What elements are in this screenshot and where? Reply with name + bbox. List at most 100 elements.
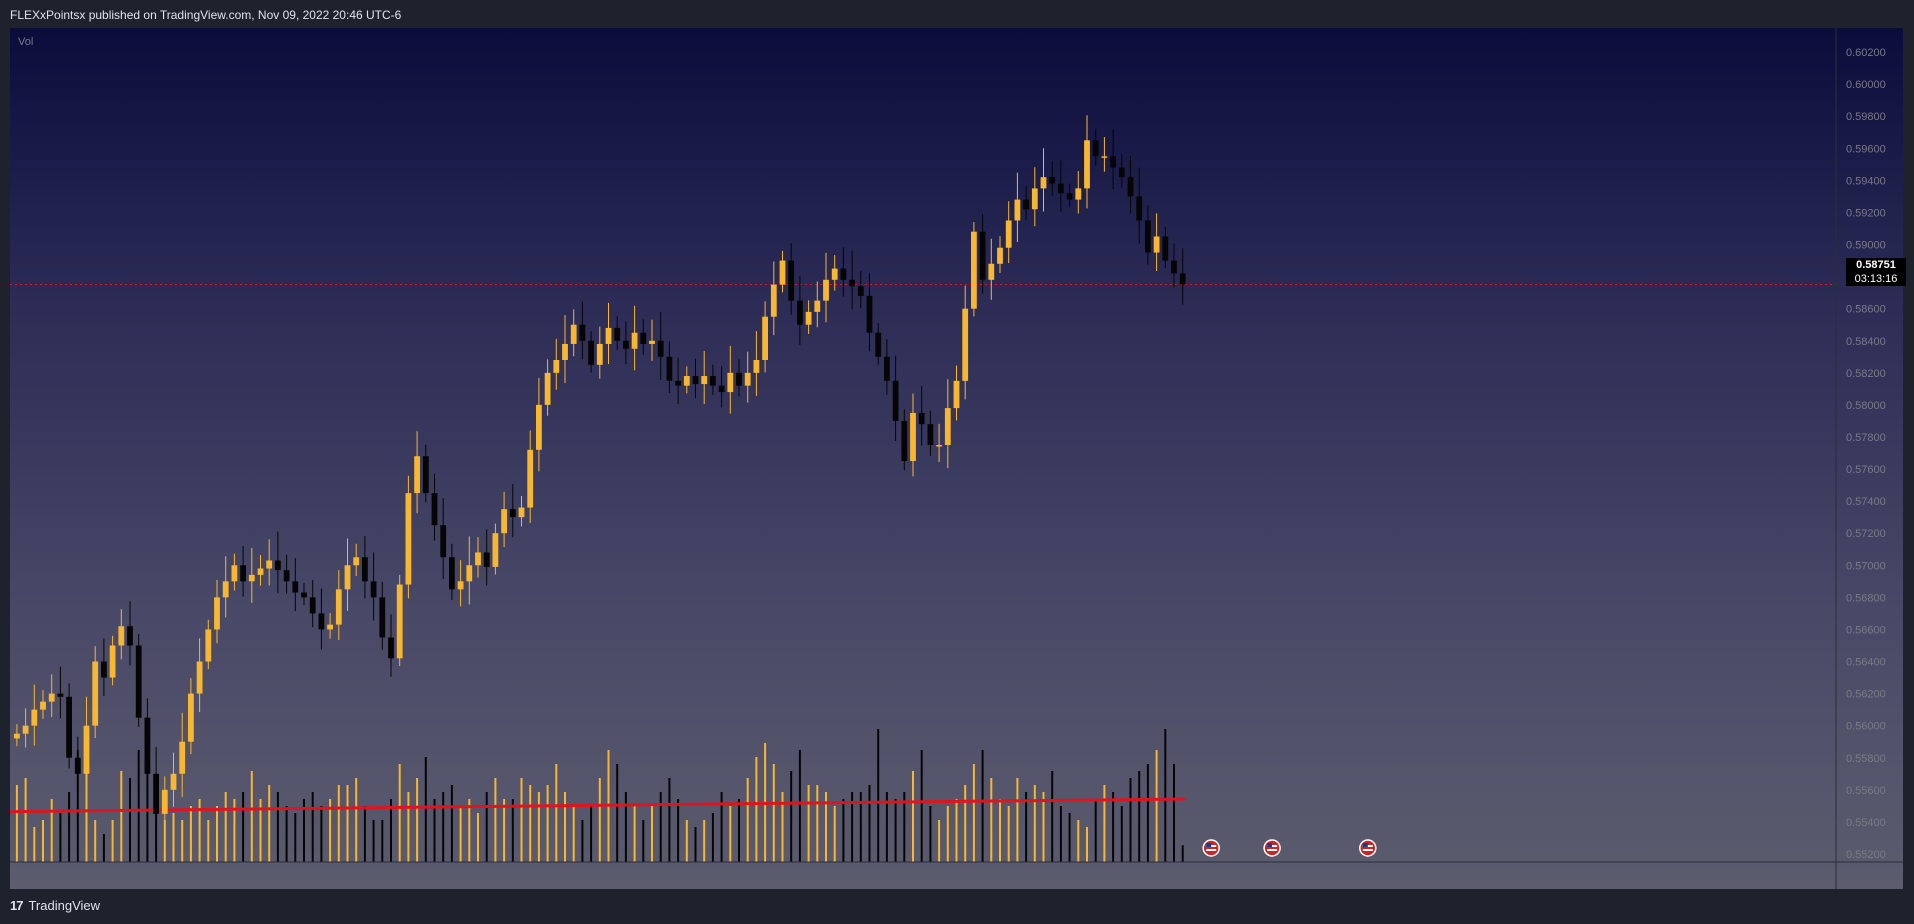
candle xyxy=(161,776,168,825)
volume-bar xyxy=(720,792,723,862)
candle-body xyxy=(475,552,481,566)
candle xyxy=(823,252,829,323)
volume-bar xyxy=(1068,813,1071,862)
candle xyxy=(1075,171,1082,214)
candle xyxy=(66,683,72,769)
candle-body xyxy=(596,343,603,365)
candle xyxy=(1136,167,1143,244)
candle-body xyxy=(275,560,281,571)
volume-bar xyxy=(624,792,627,862)
candle-body xyxy=(92,661,99,726)
candle xyxy=(1049,161,1056,196)
us-flag-icon[interactable] xyxy=(1263,839,1281,857)
volume-bar xyxy=(294,813,297,862)
candle-body xyxy=(83,725,90,774)
candle-body xyxy=(40,701,46,710)
candle xyxy=(1058,160,1064,212)
candle xyxy=(884,339,890,395)
candle-body xyxy=(736,372,742,386)
candle xyxy=(640,319,647,355)
volume-bar xyxy=(381,820,384,862)
volume-bar xyxy=(250,771,253,862)
candle-body xyxy=(422,456,429,494)
candle-body xyxy=(431,493,438,526)
candle xyxy=(849,250,855,310)
candle xyxy=(918,385,925,446)
volume-bar xyxy=(15,785,18,862)
candle-body xyxy=(231,565,238,582)
candle xyxy=(805,300,812,334)
candle-body xyxy=(892,380,899,421)
candle-body xyxy=(344,565,351,590)
flag-stripe xyxy=(1267,849,1278,851)
candle-body xyxy=(179,741,186,774)
chart-svg[interactable]: 0.60200 0.60000 0.59800 0.59600 0.59400 0.592… xyxy=(10,28,1903,889)
volume-bar xyxy=(102,834,105,862)
y-tick-label: 0.60200 xyxy=(1846,47,1886,59)
candle xyxy=(562,315,568,384)
y-tick-label: 0.56600 xyxy=(1846,624,1886,636)
flag-canton xyxy=(1206,843,1212,847)
candle xyxy=(701,351,708,405)
candle xyxy=(1014,172,1021,243)
volume-bar xyxy=(1051,771,1054,862)
volume-bar xyxy=(642,820,645,862)
volume-bar xyxy=(668,778,671,862)
candle-body xyxy=(449,557,455,590)
candle xyxy=(544,359,551,416)
chart-area[interactable]: 0.60200 0.60000 0.59800 0.59600 0.59400 0.592… xyxy=(10,28,1906,889)
candle xyxy=(553,338,560,390)
candle-body xyxy=(1136,196,1143,221)
candle xyxy=(1145,205,1151,265)
volume-bar xyxy=(224,792,227,862)
volume-bar xyxy=(1094,799,1097,862)
volume-bar xyxy=(1146,764,1149,862)
volume-bar xyxy=(1042,792,1045,862)
candle xyxy=(205,619,212,670)
candle-body xyxy=(857,286,864,296)
candle-body xyxy=(492,533,499,567)
candle xyxy=(466,536,473,605)
candle xyxy=(449,543,455,601)
candle-body xyxy=(544,372,551,405)
volume-bar xyxy=(407,792,410,862)
volume-bar xyxy=(1103,785,1106,862)
candle-body xyxy=(657,340,664,357)
candle-body xyxy=(988,263,995,280)
candle xyxy=(1023,186,1029,221)
candle-body xyxy=(718,385,725,393)
volume-bar xyxy=(537,792,540,862)
y-tick-label: 0.55600 xyxy=(1846,785,1886,797)
y-tick-label: 0.58600 xyxy=(1846,304,1886,316)
candle-body xyxy=(309,597,316,614)
us-flag-icon[interactable] xyxy=(1202,839,1220,857)
candle xyxy=(770,261,777,336)
candle-body xyxy=(701,376,708,385)
y-tick-label: 0.59800 xyxy=(1846,111,1886,123)
current-price-tag: 0.58751 03:13:16 xyxy=(1846,258,1906,286)
candle xyxy=(362,536,368,599)
y-tick-label: 0.56200 xyxy=(1846,689,1886,701)
volume-bar xyxy=(781,792,784,862)
candle-body xyxy=(301,592,307,598)
volume-bar xyxy=(468,799,471,862)
y-tick-label: 0.58400 xyxy=(1846,336,1886,348)
volume-bar xyxy=(1164,729,1167,862)
footer-brand[interactable]: 17 TradingView xyxy=(10,898,100,913)
candle-body xyxy=(153,773,159,814)
y-tick-label: 0.55200 xyxy=(1846,849,1886,861)
us-flag-icon[interactable] xyxy=(1359,839,1377,857)
volume-bar xyxy=(337,785,340,862)
candle-body xyxy=(631,332,638,349)
volume-bar xyxy=(363,806,366,862)
candle xyxy=(335,570,342,641)
volume-bar xyxy=(416,778,419,862)
candle-body xyxy=(553,359,560,373)
candle-body xyxy=(979,231,986,280)
candle xyxy=(596,326,603,379)
volume-bar xyxy=(946,806,949,862)
candle xyxy=(675,357,681,405)
candle-body xyxy=(248,574,255,582)
candle xyxy=(866,272,873,352)
candle xyxy=(196,638,203,713)
